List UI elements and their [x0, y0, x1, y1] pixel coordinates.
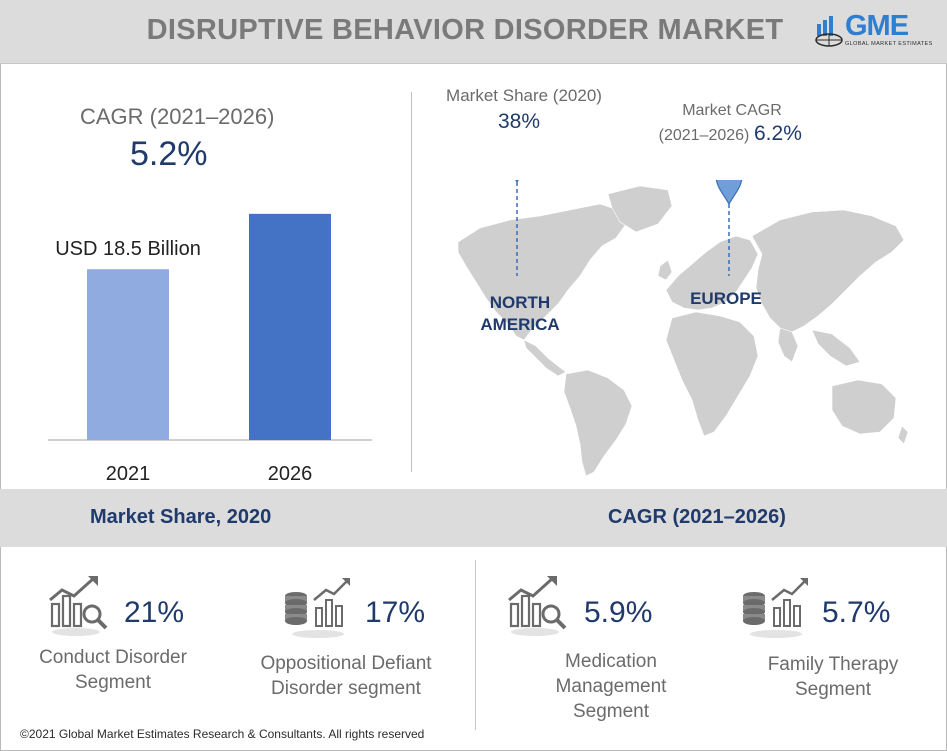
- na-market-share-value: 38%: [498, 110, 541, 133]
- tick-label-2021: 2021: [106, 463, 151, 485]
- market-size-bar-chart: USD 18.5 Billion 2021 USD 24.5 Billion 2026: [48, 200, 372, 485]
- india-shape: [777, 327, 799, 363]
- data-label-2026: USD 24.5 Billion: [217, 200, 363, 205]
- section-band: Market Share, 2020 CAGR (2021–2026): [0, 489, 947, 547]
- page-title: DISRUPTIVE BEHAVIOR DISORDER MARKET: [146, 14, 784, 46]
- stat-conduct-label-line2: Segment: [74, 672, 152, 693]
- copyright-footer: ©2021 Global Market Estimates Research &…: [20, 727, 425, 741]
- africa-shape: [665, 311, 759, 437]
- europe-shape: [665, 235, 759, 311]
- cagr-heading: CAGR (2021–2026): [608, 506, 786, 528]
- growth-chart-magnifier-icon: [49, 576, 108, 636]
- asia-shape: [751, 209, 905, 333]
- eu-cagr-value: 6.2%: [754, 122, 802, 145]
- stat-odd-value: 17%: [365, 596, 426, 629]
- data-label-2021: USD 18.5 Billion: [55, 238, 201, 260]
- bar-2026: [249, 213, 331, 440]
- stat-medication-label-line3: Segment: [572, 701, 650, 722]
- north-america-shape: [457, 203, 627, 341]
- europe-label: EUROPE: [690, 289, 762, 308]
- globe-logo-icon: [815, 16, 843, 47]
- header-bar: DISRUPTIVE BEHAVIOR DISORDER MARKET GME …: [0, 0, 947, 64]
- uk-shape: [657, 259, 673, 281]
- stat-medication-label-line1: Medication: [565, 651, 657, 672]
- stat-conduct-label: Conduct Disorder Segment: [20, 645, 206, 695]
- southeast-asia-shape: [811, 329, 861, 367]
- vertical-divider: [411, 92, 412, 472]
- new-zealand-shape: [897, 425, 909, 445]
- north-america-label: NORTH AMERICA: [470, 292, 570, 336]
- stat-odd-label-line1: Oppositional Defiant: [260, 653, 432, 674]
- database-chart-icon: [285, 578, 350, 638]
- market-share-heading: Market Share, 2020: [90, 506, 272, 528]
- cagr-value: 5.2%: [130, 135, 208, 173]
- stat-conduct-label-line1: Conduct Disorder: [39, 647, 187, 668]
- australia-shape: [831, 379, 897, 435]
- stat-medication-value: 5.9%: [584, 596, 653, 629]
- bar-2021: [87, 269, 169, 440]
- tick-label-2026: 2026: [268, 463, 313, 485]
- north-america-line2: AMERICA: [480, 315, 560, 334]
- cagr-label: CAGR (2021–2026): [80, 104, 275, 129]
- eu-cagr-caption-line1: Market CAGR: [682, 102, 782, 119]
- stat-family-label-line1: Family Therapy: [767, 654, 899, 675]
- world-map: [457, 180, 909, 477]
- stat-odd-label-line2: Disorder segment: [271, 678, 421, 699]
- eu-cagr-caption-line2: (2021–2026): [658, 127, 750, 144]
- stat-conduct-value: 21%: [124, 596, 185, 629]
- stat-odd-label: Oppositional Defiant Disorder segment: [238, 651, 454, 701]
- na-market-share-caption: Market Share (2020): [446, 86, 602, 105]
- north-america-pin: [515, 180, 519, 276]
- central-america-shape: [523, 339, 567, 377]
- europe-pin: [715, 180, 743, 276]
- bottom-divider: [475, 560, 476, 730]
- database-chart-icon: [743, 578, 808, 638]
- greenland-shape: [607, 185, 673, 233]
- logo-text: GME: [845, 10, 909, 42]
- stat-family-label-line2: Segment: [794, 679, 872, 700]
- growth-chart-magnifier-icon: [508, 576, 567, 636]
- stat-family-value: 5.7%: [822, 596, 891, 629]
- stat-medication-label-line2: Management: [555, 676, 667, 697]
- logo-subtitle: GLOBAL MARKET ESTIMATES: [845, 41, 933, 47]
- south-america-shape: [563, 369, 633, 477]
- stat-family-label: Family Therapy Segment: [745, 652, 921, 702]
- stat-medication-label: Medication Management Segment: [526, 649, 696, 724]
- north-america-line1: NORTH: [489, 293, 551, 312]
- gme-logo: GME GLOBAL MARKET ESTIMATES: [815, 10, 933, 50]
